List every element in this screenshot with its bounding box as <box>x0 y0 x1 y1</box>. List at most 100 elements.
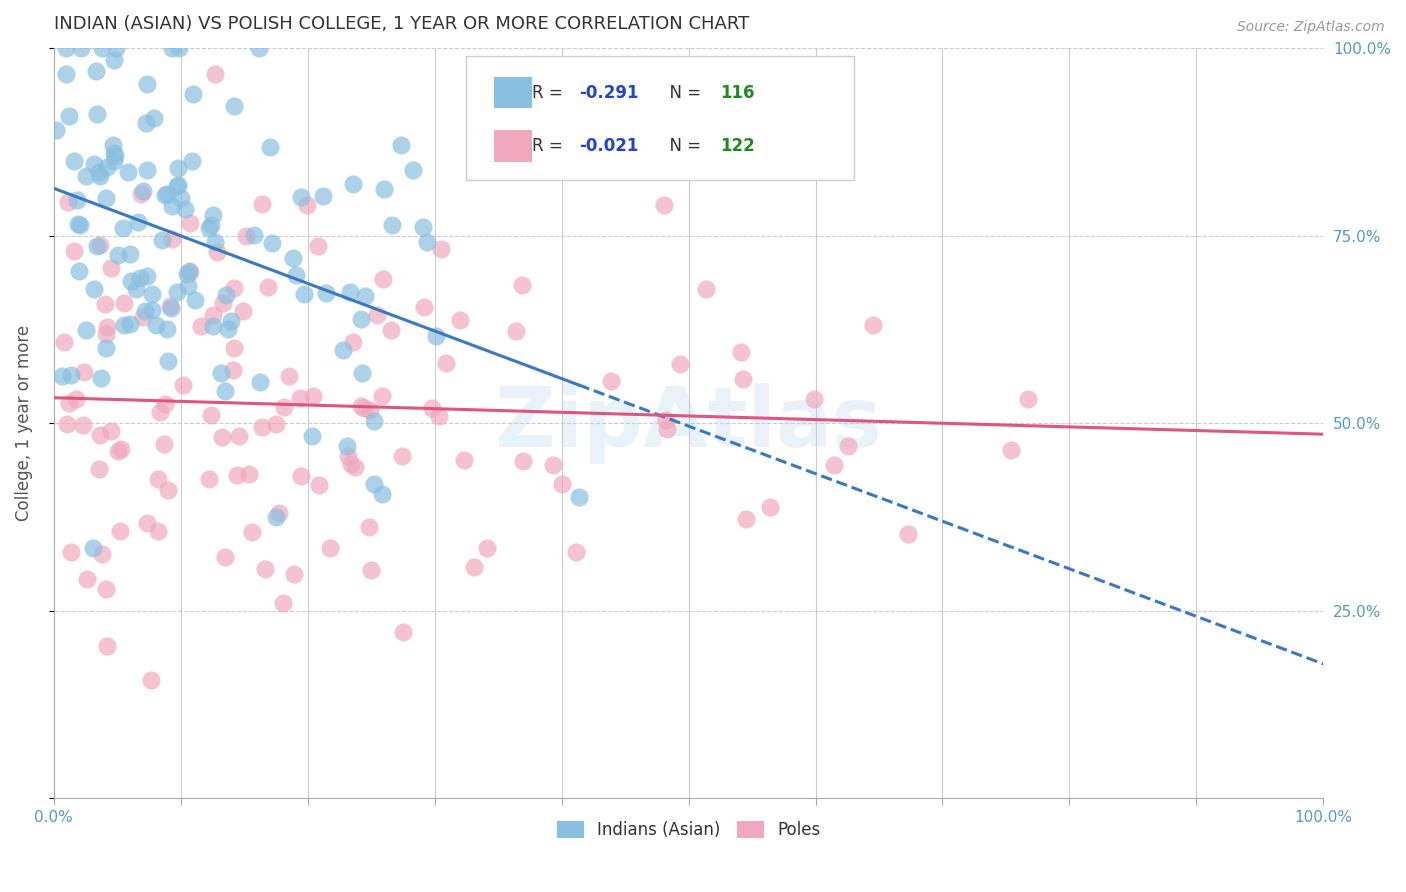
Point <box>211 430 233 444</box>
Point <box>155 397 177 411</box>
Point <box>45 123 67 137</box>
Point <box>149 404 172 418</box>
Point <box>177 278 200 293</box>
Point <box>243 227 266 242</box>
Point <box>349 399 371 413</box>
Legend: Indians (Asian), Poles: Indians (Asian), Poles <box>550 814 827 846</box>
Point <box>160 301 183 315</box>
Point <box>112 220 135 235</box>
Point <box>120 317 142 331</box>
Point <box>129 270 152 285</box>
Point <box>250 419 273 434</box>
Point <box>510 277 533 292</box>
Point <box>94 192 117 206</box>
Point <box>160 232 183 246</box>
Point <box>153 188 176 202</box>
Point <box>453 453 475 467</box>
Point <box>204 235 226 250</box>
Point <box>733 372 755 386</box>
Point <box>363 476 385 491</box>
Point <box>51 369 73 384</box>
Point <box>242 525 264 540</box>
Point <box>266 417 288 431</box>
Bar <box>495 130 533 161</box>
Point <box>100 425 122 439</box>
Point <box>267 506 290 520</box>
Point <box>58 109 80 123</box>
Point <box>110 442 132 457</box>
Text: N =: N = <box>659 136 707 155</box>
Point <box>249 376 271 390</box>
Point <box>250 197 273 211</box>
Point <box>543 458 565 472</box>
Point <box>89 237 111 252</box>
Point <box>695 282 717 296</box>
Point <box>652 197 675 211</box>
Point <box>120 274 142 288</box>
Point <box>463 560 485 574</box>
Point <box>96 160 118 174</box>
Point <box>141 303 163 318</box>
Point <box>103 53 125 67</box>
Point <box>332 343 354 357</box>
Point <box>103 153 125 168</box>
Point <box>141 287 163 301</box>
Point <box>90 547 112 561</box>
Point <box>179 265 201 279</box>
Point <box>156 186 179 201</box>
Point <box>226 467 249 482</box>
Point <box>371 272 394 286</box>
Point <box>156 322 179 336</box>
Point <box>222 280 245 294</box>
Point <box>87 462 110 476</box>
Point <box>425 329 447 343</box>
Point <box>205 245 228 260</box>
Point <box>259 139 281 153</box>
Point <box>136 77 159 91</box>
Point <box>153 437 176 451</box>
Point <box>301 429 323 443</box>
Point <box>198 220 221 235</box>
Point <box>66 193 89 207</box>
Point <box>56 417 79 432</box>
Point <box>354 289 377 303</box>
Point <box>434 356 457 370</box>
Point <box>146 524 169 538</box>
Point <box>84 64 107 78</box>
Point <box>215 288 238 302</box>
Point <box>381 218 404 232</box>
Point <box>655 413 678 427</box>
Point <box>308 478 330 492</box>
Point <box>257 280 280 294</box>
FancyBboxPatch shape <box>467 56 853 179</box>
Point <box>416 235 439 249</box>
Point <box>86 239 108 253</box>
Point <box>219 314 242 328</box>
Point <box>190 319 212 334</box>
Point <box>427 409 450 424</box>
Point <box>277 368 299 383</box>
Point <box>342 335 364 350</box>
Point <box>758 500 780 514</box>
Point <box>319 541 342 556</box>
Point <box>136 516 159 530</box>
Point <box>157 353 180 368</box>
Point <box>91 41 114 55</box>
Point <box>90 371 112 385</box>
Point <box>363 414 385 428</box>
Point <box>669 357 692 371</box>
Point <box>253 562 276 576</box>
Point <box>66 217 89 231</box>
Point <box>107 444 129 458</box>
Point <box>83 282 105 296</box>
Point <box>110 524 132 538</box>
Point <box>103 137 125 152</box>
Point <box>422 401 444 416</box>
Text: ZipAtlas: ZipAtlas <box>495 383 883 464</box>
Point <box>337 449 360 463</box>
Point <box>200 218 222 232</box>
Point <box>159 299 181 313</box>
Point <box>224 341 246 355</box>
Point <box>312 189 335 203</box>
Point <box>449 313 471 327</box>
